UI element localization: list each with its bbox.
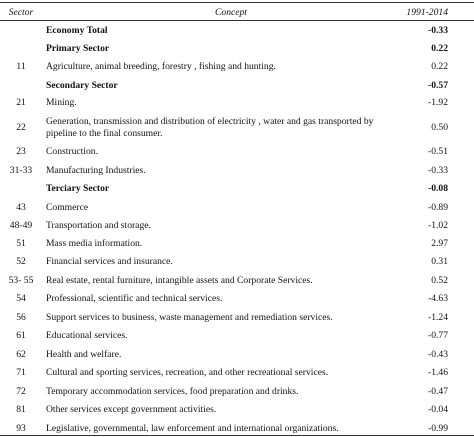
sector-code: 54 (16, 293, 26, 304)
period-value: -0.47 (428, 386, 448, 397)
concept-text: Cultural and sporting services, recreati… (46, 367, 329, 378)
sector-code: 52 (16, 256, 26, 267)
period-value: -0.08 (428, 183, 448, 194)
concept-text: Economy Total (46, 25, 108, 36)
period-value: -0.57 (428, 80, 448, 91)
bottom-rule (0, 435, 474, 436)
concept-text-continued: pipeline to the final consumer. (46, 128, 163, 139)
concept-text: Legislative, governmental, law enforceme… (46, 423, 339, 434)
sector-code: 72 (16, 386, 26, 397)
sector-code: 71 (16, 367, 26, 378)
period-value: 2.97 (431, 238, 448, 249)
concept-text: Real estate, rental furniture, intangibl… (46, 275, 313, 286)
sector-code: 51 (16, 238, 26, 249)
period-value: 0.22 (431, 43, 448, 54)
concept-text: Manufacturing Industries. (46, 165, 146, 176)
period-value: -1.24 (428, 312, 448, 323)
sector-code: 43 (16, 202, 26, 213)
sector-code: 22 (16, 122, 26, 133)
concept-text: Professional, scientific and technical s… (46, 293, 223, 304)
header-sector: Sector (8, 7, 34, 18)
concept-text: Temporary accommodation services, food p… (46, 386, 299, 397)
sector-code: 23 (16, 146, 26, 157)
concept-text: Mass media information. (46, 238, 143, 249)
period-value: -0.51 (428, 146, 448, 157)
header-concept: Concept (215, 7, 247, 18)
sector-code: 11 (16, 61, 26, 72)
sector-code: 81 (16, 404, 26, 415)
period-value: 0.52 (431, 275, 448, 286)
period-value: -0.43 (428, 349, 448, 360)
sector-code: 31-33 (9, 165, 33, 176)
concept-text: Health and welfare. (46, 349, 122, 360)
sector-code: 48-49 (9, 220, 33, 231)
header-rule (0, 20, 474, 21)
period-value: -1.46 (428, 367, 448, 378)
concept-text: Construction. (46, 146, 98, 157)
period-value: 0.31 (431, 256, 448, 267)
concept-text: Generation, transmission and distributio… (46, 116, 374, 127)
period-value: -0.33 (428, 165, 448, 176)
period-value: -1.02 (428, 220, 448, 231)
concept-text: Primary Sector (46, 43, 110, 54)
period-value: 0.22 (431, 61, 448, 72)
period-value: -0.89 (428, 202, 448, 213)
period-value: -0.04 (428, 404, 448, 415)
period-value: -0.99 (428, 423, 448, 434)
period-value: -0.33 (428, 25, 448, 36)
concept-text: Terciary Sector (46, 183, 110, 194)
concept-text: Mining. (46, 97, 77, 108)
concept-text: Transportation and storage. (46, 220, 151, 231)
concept-text: Secondary Sector (46, 80, 118, 91)
period-value: 0.50 (431, 122, 448, 133)
period-value: -0.77 (428, 330, 448, 341)
sector-code: 61 (16, 330, 26, 341)
concept-text: Commerce (46, 202, 89, 213)
concept-text: Financial services and insurance. (46, 256, 173, 267)
sector-code: 53- 55 (8, 275, 34, 286)
concept-text: Agriculture, animal breeding, forestry ,… (46, 61, 276, 72)
header-period: 1991-2014 (406, 7, 448, 18)
sector-code: 21 (16, 97, 26, 108)
concept-text: Support services to business, waste mana… (46, 312, 333, 323)
sector-code: 93 (16, 423, 26, 434)
sector-code: 56 (16, 312, 26, 323)
period-value: -4.63 (428, 293, 448, 304)
top-rule (0, 2, 474, 3)
sector-code: 62 (16, 349, 26, 360)
period-value: -1.92 (428, 97, 448, 108)
concept-text: Other services except government activit… (46, 404, 217, 415)
concept-text: Educational services. (46, 330, 128, 341)
